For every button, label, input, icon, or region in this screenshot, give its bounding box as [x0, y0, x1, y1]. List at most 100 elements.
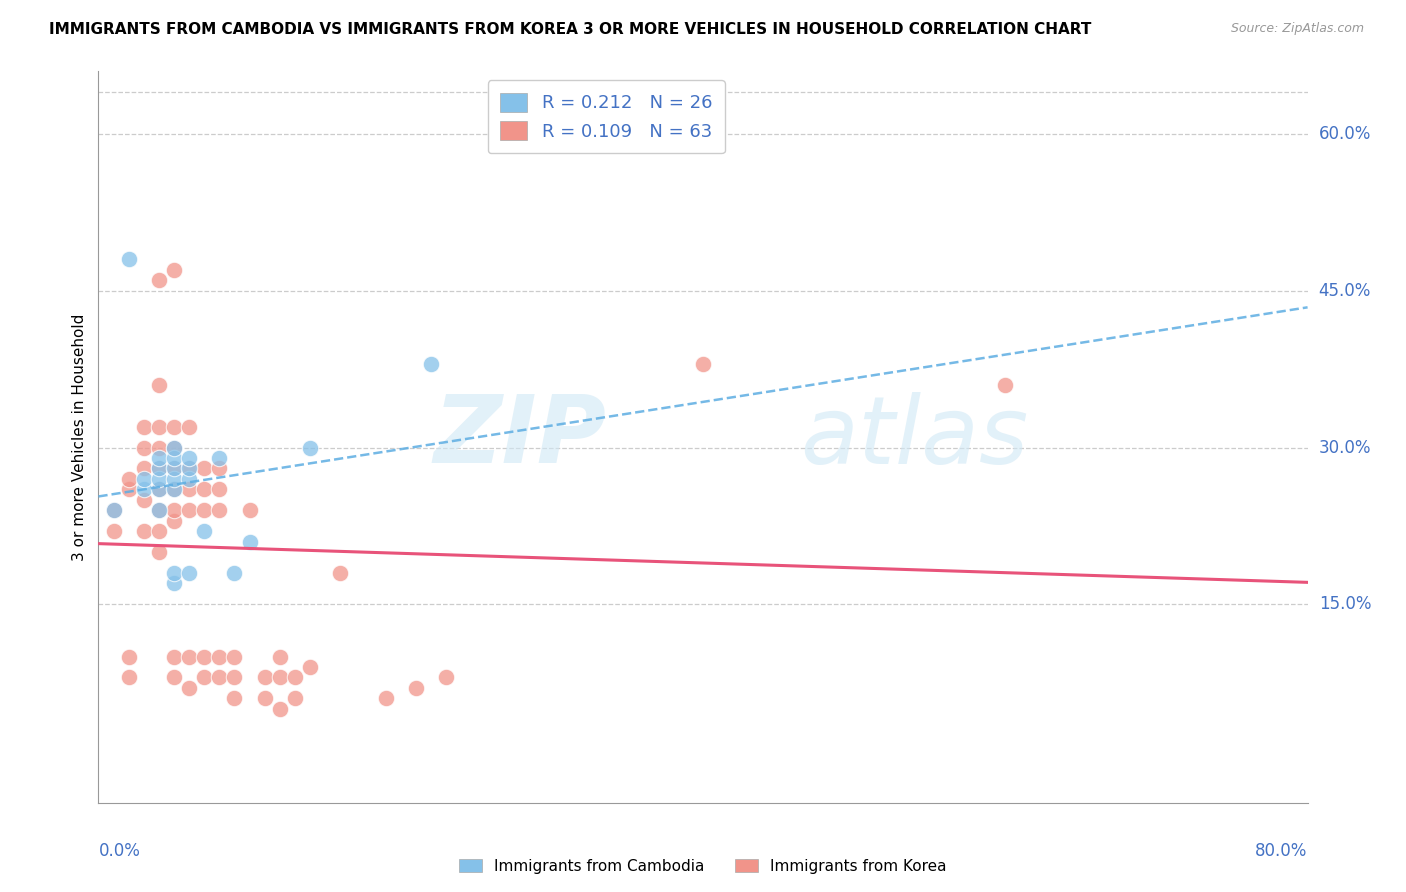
- Point: [148, 503, 170, 517]
- Point: [132, 472, 155, 486]
- Point: [193, 670, 215, 684]
- Point: [148, 377, 170, 392]
- Point: [994, 377, 1017, 392]
- Point: [148, 483, 170, 497]
- Point: [103, 503, 125, 517]
- Text: ZIP: ZIP: [433, 391, 606, 483]
- Text: 60.0%: 60.0%: [1319, 125, 1371, 143]
- Point: [193, 524, 215, 538]
- Point: [132, 419, 155, 434]
- Point: [118, 252, 141, 267]
- Point: [163, 419, 186, 434]
- Point: [269, 649, 291, 664]
- Point: [179, 566, 201, 580]
- Point: [193, 461, 215, 475]
- Point: [224, 670, 246, 684]
- Point: [163, 670, 186, 684]
- Point: [193, 503, 215, 517]
- Point: [179, 649, 201, 664]
- Y-axis label: 3 or more Vehicles in Household: 3 or more Vehicles in Household: [72, 313, 87, 561]
- Point: [163, 503, 186, 517]
- Point: [163, 566, 186, 580]
- Point: [179, 419, 201, 434]
- Legend: R = 0.212   N = 26, R = 0.109   N = 63: R = 0.212 N = 26, R = 0.109 N = 63: [488, 80, 725, 153]
- Point: [253, 691, 276, 706]
- Point: [148, 545, 170, 559]
- Point: [163, 483, 186, 497]
- Point: [208, 649, 231, 664]
- Point: [118, 472, 141, 486]
- Point: [374, 691, 396, 706]
- Point: [118, 649, 141, 664]
- Text: 30.0%: 30.0%: [1319, 439, 1371, 457]
- Point: [132, 483, 155, 497]
- Point: [163, 649, 186, 664]
- Point: [284, 670, 307, 684]
- Point: [163, 441, 186, 455]
- Point: [148, 483, 170, 497]
- Point: [148, 524, 170, 538]
- Point: [118, 483, 141, 497]
- Point: [224, 649, 246, 664]
- Point: [299, 441, 322, 455]
- Point: [208, 483, 231, 497]
- Point: [148, 461, 170, 475]
- Point: [405, 681, 427, 695]
- Point: [208, 670, 231, 684]
- Point: [148, 461, 170, 475]
- Point: [163, 461, 186, 475]
- Point: [299, 660, 322, 674]
- Point: [253, 670, 276, 684]
- Point: [148, 441, 170, 455]
- Point: [208, 503, 231, 517]
- Point: [163, 263, 186, 277]
- Point: [163, 450, 186, 465]
- Point: [329, 566, 352, 580]
- Point: [163, 472, 186, 486]
- Point: [132, 461, 155, 475]
- Legend: Immigrants from Cambodia, Immigrants from Korea: Immigrants from Cambodia, Immigrants fro…: [453, 853, 953, 880]
- Text: IMMIGRANTS FROM CAMBODIA VS IMMIGRANTS FROM KOREA 3 OR MORE VEHICLES IN HOUSEHOL: IMMIGRANTS FROM CAMBODIA VS IMMIGRANTS F…: [49, 22, 1091, 37]
- Point: [224, 691, 246, 706]
- Point: [434, 670, 457, 684]
- Point: [692, 357, 714, 371]
- Point: [224, 566, 246, 580]
- Text: atlas: atlas: [800, 392, 1028, 483]
- Point: [284, 691, 307, 706]
- Text: 15.0%: 15.0%: [1319, 595, 1371, 614]
- Point: [179, 483, 201, 497]
- Point: [132, 492, 155, 507]
- Point: [132, 524, 155, 538]
- Point: [208, 461, 231, 475]
- Text: 0.0%: 0.0%: [98, 842, 141, 860]
- Point: [163, 576, 186, 591]
- Text: 80.0%: 80.0%: [1256, 842, 1308, 860]
- Point: [179, 472, 201, 486]
- Point: [148, 273, 170, 287]
- Point: [179, 503, 201, 517]
- Point: [148, 450, 170, 465]
- Point: [163, 461, 186, 475]
- Point: [148, 503, 170, 517]
- Point: [239, 503, 262, 517]
- Point: [239, 534, 262, 549]
- Point: [163, 514, 186, 528]
- Point: [132, 441, 155, 455]
- Point: [193, 649, 215, 664]
- Point: [148, 419, 170, 434]
- Point: [163, 441, 186, 455]
- Point: [118, 670, 141, 684]
- Point: [269, 702, 291, 716]
- Point: [163, 483, 186, 497]
- Text: 45.0%: 45.0%: [1319, 282, 1371, 300]
- Point: [179, 461, 201, 475]
- Point: [193, 483, 215, 497]
- Point: [103, 503, 125, 517]
- Point: [208, 450, 231, 465]
- Point: [420, 357, 443, 371]
- Point: [179, 450, 201, 465]
- Text: Source: ZipAtlas.com: Source: ZipAtlas.com: [1230, 22, 1364, 36]
- Point: [148, 472, 170, 486]
- Point: [103, 524, 125, 538]
- Point: [179, 681, 201, 695]
